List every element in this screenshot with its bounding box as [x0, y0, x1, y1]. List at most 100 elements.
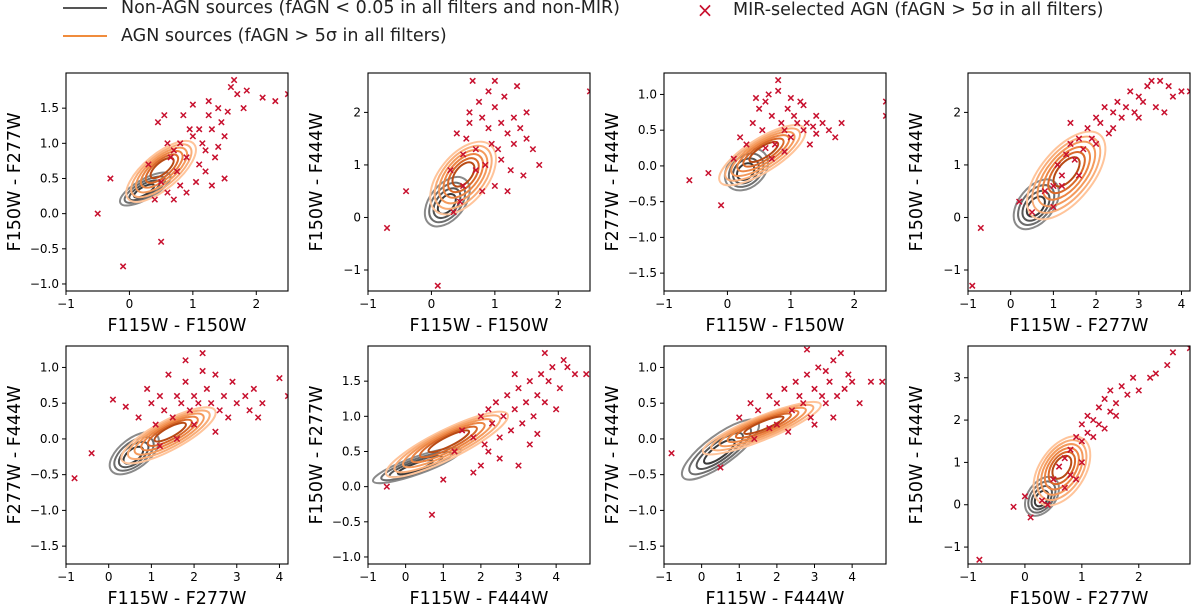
mir-agn-point	[189, 133, 197, 140]
mir-agn-point	[165, 371, 172, 378]
mir-agn-point	[470, 469, 477, 476]
mir-agn-point	[537, 370, 545, 378]
mir-agn-point	[536, 161, 543, 169]
agn-contour-2	[724, 127, 801, 182]
mir-agn-point	[534, 391, 541, 399]
mir-agn-point	[176, 140, 184, 147]
mir-agn-point	[826, 378, 833, 385]
mir-agn-point	[1139, 98, 1147, 106]
agn-contour-5	[742, 137, 785, 168]
mir-agn-point	[481, 441, 488, 448]
mir-agn-point	[790, 112, 798, 120]
mir-agn-point	[1055, 463, 1063, 470]
mir-agn-point	[1144, 82, 1151, 90]
agn-contour-5	[146, 418, 193, 447]
mir-agn-point	[768, 112, 776, 120]
mir-agn-point	[477, 413, 485, 420]
legend-item-mir: × MIR-selected AGN (fAGN > 5σ in all fil…	[695, 0, 1104, 22]
mir-agn-point	[1112, 399, 1120, 407]
y-axis-label: F150W - F277W	[5, 113, 25, 252]
mir-agn-point	[766, 424, 773, 432]
y-tick-label: −1.0	[30, 503, 59, 517]
mir-agn-point	[1109, 124, 1117, 132]
mir-agn-point	[459, 182, 467, 190]
non-agn-contour-4	[1025, 195, 1046, 218]
mir-agn-point	[811, 385, 818, 393]
y-tick-label: 1.5	[342, 374, 361, 388]
mir-agn-point	[488, 420, 496, 427]
y-tick-label: 1.0	[638, 87, 657, 101]
agn-contour-3	[718, 406, 807, 448]
mir-agn-point	[560, 356, 567, 364]
chart-panel-7: −1 0 1 2 3 4 −1.5 −1.0 −0.5 0.0 0.5 1.0 F115W - F444…	[603, 345, 887, 604]
y-tick-label: 0.5	[638, 123, 657, 137]
mir-agn-point	[513, 82, 521, 90]
mir-agn-point	[459, 151, 467, 158]
agn-contour-4	[736, 134, 791, 173]
mir-agn-point	[1054, 161, 1061, 169]
mir-agn-point	[199, 349, 206, 357]
mir-agn-point	[774, 87, 782, 95]
agn-contour-5	[418, 425, 478, 459]
mir-agn-point	[529, 145, 537, 153]
mir-agn-point	[788, 407, 796, 414]
chart-panel-4: −1 0 1 2 3 4 −1 0 1 2 F115W - F277W F150W - F444W	[907, 72, 1191, 336]
y-tick-label: 2	[953, 413, 961, 427]
axes-frame	[663, 72, 887, 292]
mir-agn-point	[195, 161, 203, 168]
y-tick-label: −1.0	[30, 277, 59, 291]
non-agn-contour-3	[695, 431, 744, 470]
agn-contour-2	[1031, 135, 1102, 214]
mir-agn-point	[494, 145, 502, 153]
mir-agn-point	[466, 119, 473, 127]
mir-agn-point	[556, 384, 564, 392]
mir-agn-point	[541, 349, 549, 357]
plot-area	[383, 77, 590, 289]
mir-agn-point	[803, 119, 810, 127]
y-tick-label: −1.5	[628, 266, 657, 280]
mir-agn-point	[807, 414, 814, 421]
mir-agn-point	[1169, 349, 1177, 356]
chart-panel-6: −1 0 1 2 3 4 −1.0 −0.5 0.0 0.5 1.0 1.5 F115W - F444W…	[307, 345, 591, 604]
x-tick-label: 2	[850, 297, 858, 311]
plot-area	[71, 349, 288, 482]
legend-item-non-agn: Non-AGN sources (fAGN < 0.05 in all filt…	[63, 0, 620, 18]
non-agn-contour-4	[1033, 489, 1050, 508]
mir-agn-point	[1075, 172, 1083, 179]
mir-agn-point	[1146, 374, 1154, 381]
mir-agn-point	[192, 178, 200, 186]
mir-agn-point	[492, 399, 500, 406]
axes-frame	[65, 345, 289, 565]
mir-agn-point	[1152, 370, 1160, 377]
mir-agn-point	[730, 155, 738, 163]
agn-contour-3	[133, 412, 205, 456]
mir-agn-point	[1078, 459, 1086, 466]
agn-contour-5	[734, 412, 792, 440]
mir-agn-point	[1107, 408, 1114, 415]
mir-agn-point	[157, 238, 165, 246]
agn-contour-3	[730, 130, 796, 177]
agn-contour-4	[726, 409, 800, 444]
mir-agn-point	[475, 98, 483, 106]
mir-agn-point	[534, 430, 541, 438]
agn-contour-4	[1041, 145, 1091, 201]
mir-agn-point	[1044, 501, 1051, 508]
mir-agn-point	[1156, 77, 1164, 85]
x-tick-label: 3	[233, 570, 241, 584]
x-tick-label: −1	[57, 570, 75, 584]
mir-agn-point	[135, 414, 142, 421]
x-tick-label: 4	[552, 570, 560, 584]
mir-agn-point	[1135, 387, 1143, 394]
mir-agn-point	[736, 134, 744, 141]
legend-marker-mir: ×	[696, 0, 714, 22]
mir-agn-point	[450, 208, 457, 216]
mir-agn-point	[504, 130, 511, 137]
y-tick-label: −0.5	[30, 242, 59, 256]
mir-agn-point	[491, 182, 499, 190]
agn-contour-2	[126, 409, 211, 460]
agn-contour-6	[427, 429, 471, 454]
mir-agn-point	[541, 399, 549, 406]
mir-agn-point	[195, 126, 203, 133]
